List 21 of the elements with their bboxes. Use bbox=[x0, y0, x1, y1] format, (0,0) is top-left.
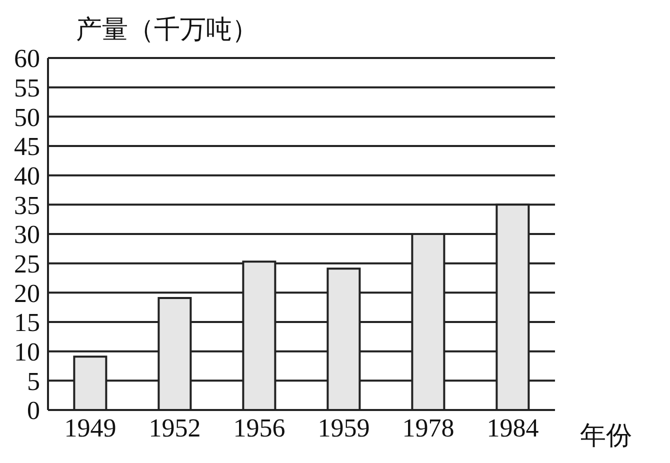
y-tick-label: 5 bbox=[27, 366, 40, 396]
y-tick-label: 50 bbox=[14, 102, 40, 132]
y-tick-label: 30 bbox=[14, 220, 40, 250]
x-tick-label: 1956 bbox=[233, 413, 286, 442]
y-tick-label: 45 bbox=[14, 132, 40, 162]
x-tick-label: 1978 bbox=[402, 413, 454, 442]
y-tick-label: 35 bbox=[14, 190, 40, 220]
y-axis-title: 产量（千万吨） bbox=[76, 14, 258, 47]
x-axis-title: 年份 bbox=[580, 420, 632, 453]
x-tick-label: 1949 bbox=[64, 413, 116, 442]
y-tick-label: 55 bbox=[14, 74, 40, 103]
y-tick-label: 10 bbox=[14, 338, 40, 367]
y-tick-label: 40 bbox=[14, 162, 40, 191]
y-tick-label: 15 bbox=[14, 308, 40, 338]
y-tick-label: 25 bbox=[14, 250, 40, 279]
y-tick-label: 20 bbox=[14, 278, 40, 308]
x-tick-label: 1984 bbox=[486, 413, 539, 442]
x-tick-label: 1959 bbox=[318, 413, 370, 442]
x-tick-label: 1952 bbox=[148, 413, 201, 442]
y-tick-label: 60 bbox=[14, 44, 40, 74]
y-tick-label: 0 bbox=[27, 396, 40, 426]
